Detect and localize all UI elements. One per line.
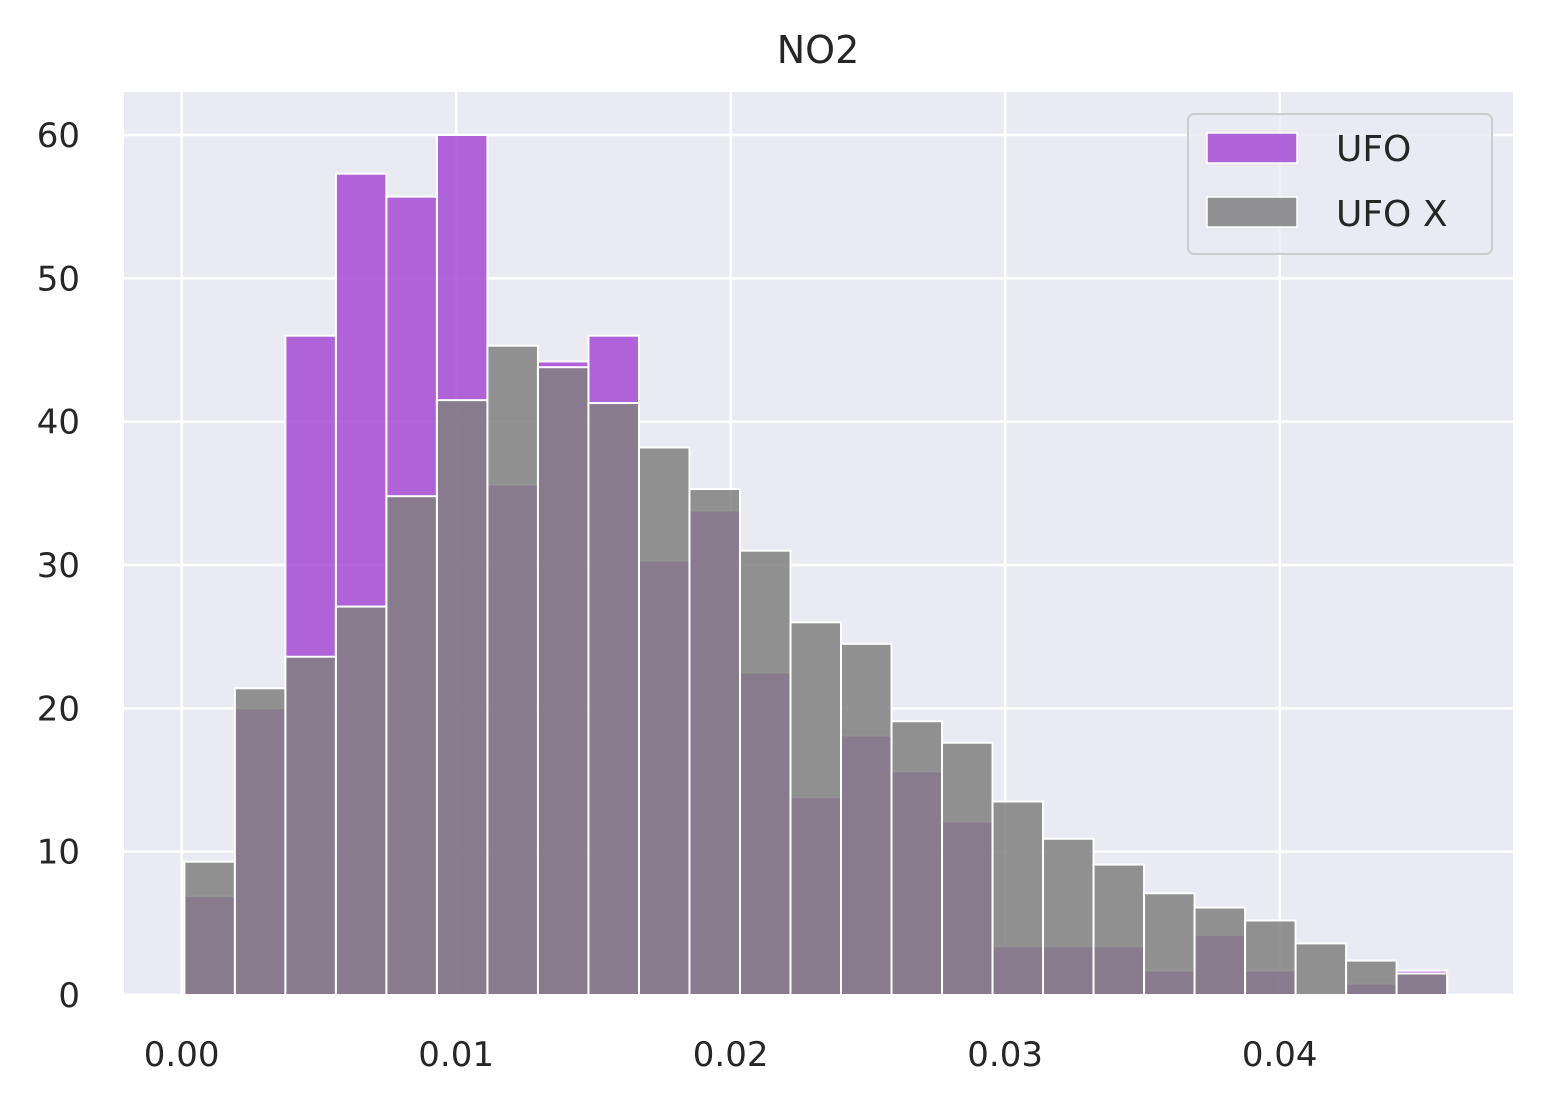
bar-ufo-x-13 <box>840 642 893 996</box>
bars-ufo-x <box>183 344 1449 997</box>
legend-swatch-ufo-x <box>1206 196 1298 228</box>
bar-ufo-x-0 <box>183 860 236 997</box>
bar-ufo-x-4 <box>385 495 438 996</box>
bar-ufo-x-2 <box>284 655 337 996</box>
legend: UFO UFO X <box>1187 113 1493 255</box>
bar-ufo-x-6 <box>486 344 539 996</box>
legend-label-ufo-x: UFO X <box>1336 194 1448 235</box>
y-tick-label-6: 60 <box>37 116 80 156</box>
x-tick-label-4: 0.04 <box>1242 1035 1318 1075</box>
bar-ufo-x-24 <box>1395 972 1449 996</box>
bar-ufo-x-20 <box>1193 906 1247 996</box>
y-tick-label-3: 30 <box>37 546 80 586</box>
x-tick-labels: 0.00 0.01 0.02 0.03 0.04 <box>144 1035 1318 1075</box>
bar-ufo-x-14 <box>890 720 944 996</box>
bar-ufo-x-11 <box>738 549 792 997</box>
bar-ufo-x-22 <box>1294 942 1348 997</box>
bar-ufo-x-7 <box>536 366 590 996</box>
x-tick-label-3: 0.03 <box>967 1035 1043 1075</box>
bar-ufo-x-15 <box>941 741 994 996</box>
bar-ufo-x-17 <box>1042 837 1095 996</box>
y-tick-labels: 0 10 20 30 40 50 60 <box>37 116 80 1016</box>
bar-ufo-x-18 <box>1092 863 1146 996</box>
y-tick-label-4: 40 <box>37 403 80 443</box>
bar-ufo-x-3 <box>334 605 388 996</box>
bar-ufo-x-19 <box>1143 892 1196 997</box>
y-tick-label-0: 0 <box>58 976 80 1016</box>
bar-ufo-x-21 <box>1244 919 1297 997</box>
y-tick-label-1: 10 <box>37 833 80 873</box>
legend-swatch-ufo <box>1206 132 1298 164</box>
x-tick-label-1: 0.01 <box>418 1035 494 1075</box>
bar-ufo-x-8 <box>587 402 640 996</box>
bar-ufo-x-5 <box>435 399 489 996</box>
y-tick-label-5: 50 <box>37 259 80 299</box>
y-tick-label-2: 20 <box>37 689 80 729</box>
legend-label-ufo: UFO <box>1336 129 1411 170</box>
bar-ufo-x-16 <box>991 800 1045 996</box>
bar-ufo-x-12 <box>789 621 843 996</box>
bar-ufo-x-9 <box>637 446 691 996</box>
x-tick-label-2: 0.02 <box>693 1035 769 1075</box>
bar-ufo-x-10 <box>688 488 741 996</box>
x-tick-label-0: 0.00 <box>144 1035 220 1075</box>
bar-ufo-x-23 <box>1345 959 1398 996</box>
chart-title: NO2 <box>777 28 860 72</box>
bar-ufo-x-1 <box>233 687 287 996</box>
